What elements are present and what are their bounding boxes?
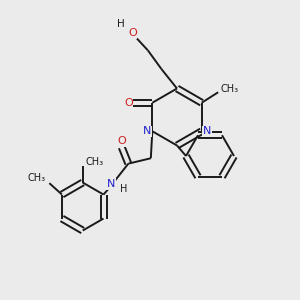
Text: O: O (124, 98, 133, 108)
Text: N: N (143, 126, 151, 136)
Text: H: H (117, 19, 125, 29)
Text: CH₃: CH₃ (85, 157, 103, 166)
Text: N: N (107, 179, 116, 189)
Text: H: H (120, 184, 128, 194)
Text: N: N (203, 126, 211, 136)
Text: CH₃: CH₃ (28, 173, 46, 183)
Text: O: O (117, 136, 126, 146)
Text: O: O (128, 28, 137, 38)
Text: CH₃: CH₃ (220, 84, 239, 94)
